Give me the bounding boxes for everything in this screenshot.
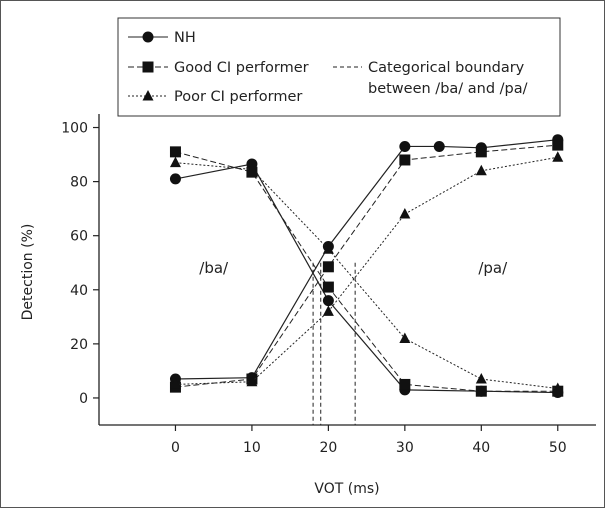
x-tick-label: 10 <box>243 440 261 456</box>
legend-label: Good CI performer <box>174 60 309 76</box>
data-point <box>169 156 181 168</box>
series-line <box>175 162 558 389</box>
x-tick-label: 0 <box>171 440 180 456</box>
data-point <box>322 305 334 316</box>
axes: 0 20 40 60 80 100 0 10 20 30 40 50 <box>61 114 596 456</box>
data-point <box>169 146 181 158</box>
data-point <box>552 382 564 393</box>
x-tick-label: 40 <box>472 440 490 456</box>
region-label-ba: /ba/ <box>199 259 229 277</box>
data-point <box>246 375 258 387</box>
plot-area <box>169 134 564 425</box>
data-point <box>169 378 181 389</box>
legend-label: between /ba/ and /pa/ <box>368 81 528 97</box>
data-point <box>552 139 564 151</box>
data-point <box>399 140 411 152</box>
data-point <box>475 385 487 397</box>
x-tick-label: 50 <box>549 440 567 456</box>
data-point <box>475 146 487 158</box>
y-tick-label: 20 <box>70 337 88 353</box>
legend-marker <box>142 31 154 43</box>
region-label-pa: /pa/ <box>478 259 508 277</box>
legend-label: NH <box>174 30 196 46</box>
series-line <box>175 163 558 394</box>
data-point <box>399 208 411 219</box>
legend-marker <box>142 61 154 73</box>
data-point <box>399 332 411 343</box>
y-tick-label: 40 <box>70 283 88 299</box>
data-point <box>475 164 487 176</box>
legend-marker <box>142 90 154 101</box>
data-point <box>322 243 334 254</box>
series-line <box>175 156 558 385</box>
y-tick-label: 80 <box>70 175 88 191</box>
data-point <box>322 281 334 293</box>
data-point <box>552 151 564 162</box>
data-point <box>475 373 487 384</box>
data-point <box>399 154 411 166</box>
legend-box <box>117 17 561 117</box>
y-tick-label: 100 <box>61 121 88 137</box>
data-point <box>399 378 411 390</box>
legend: NH Good CI performer Poor CI performer Cate… <box>117 17 561 117</box>
x-tick-label: 20 <box>319 440 337 456</box>
y-tick-label: 60 <box>70 229 88 245</box>
y-axis-label: Detection (%) <box>20 224 36 321</box>
data-point <box>322 295 334 307</box>
legend-label: Categorical boundary <box>368 60 525 76</box>
x-axis-label: VOT (ms) <box>314 481 379 497</box>
data-point <box>246 163 258 174</box>
data-point <box>322 261 334 273</box>
legend-label: Poor CI performer <box>174 89 302 105</box>
data-point <box>169 173 181 185</box>
y-tick-label: 0 <box>79 391 88 407</box>
x-tick-label: 30 <box>396 440 414 456</box>
data-point <box>433 140 445 152</box>
series-line <box>175 144 558 388</box>
